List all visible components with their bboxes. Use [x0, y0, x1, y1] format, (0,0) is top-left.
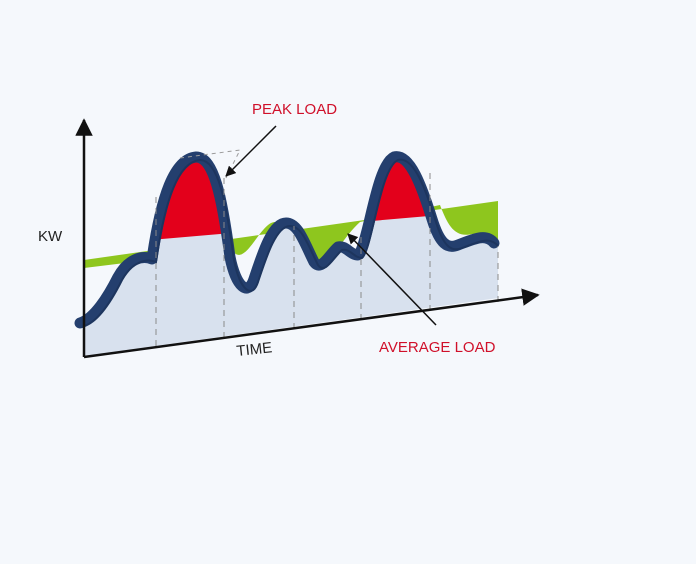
peak-load-label: PEAK LOAD [252, 101, 337, 118]
peak-annotation-arrow [225, 125, 277, 177]
average-annotation-arrow [347, 233, 437, 326]
average-load-label: AVERAGE LOAD [379, 339, 496, 356]
load-curve-edge [83, 158, 499, 327]
time-guide-lines [155, 170, 499, 346]
y-axis-label: KW [38, 228, 63, 245]
x-axis [83, 288, 540, 359]
x-axis-label: TIME [236, 339, 273, 360]
peak-fill-area [84, 159, 498, 253]
